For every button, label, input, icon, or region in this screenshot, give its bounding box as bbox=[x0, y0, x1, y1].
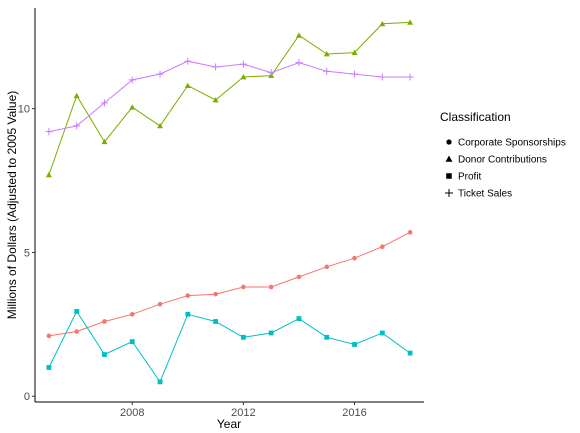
data-point bbox=[268, 330, 274, 336]
data-point bbox=[295, 59, 303, 67]
data-point bbox=[240, 74, 247, 80]
data-point bbox=[102, 319, 107, 324]
data-point bbox=[352, 255, 357, 261]
legend-key bbox=[446, 139, 452, 145]
y-ticks: 0 5 10 bbox=[18, 104, 35, 403]
data-point bbox=[185, 311, 191, 317]
data-point bbox=[407, 230, 413, 235]
data-point bbox=[240, 334, 246, 340]
legend-label: Profit bbox=[458, 172, 482, 183]
data-point bbox=[324, 264, 330, 270]
data-point bbox=[184, 82, 191, 89]
data-point bbox=[296, 316, 302, 321]
data-point bbox=[212, 63, 220, 71]
data-point bbox=[324, 334, 330, 340]
data-point bbox=[351, 49, 358, 55]
data-point bbox=[73, 92, 80, 99]
legend-key bbox=[444, 188, 454, 198]
legend-title: Classification bbox=[440, 110, 511, 124]
data-point bbox=[352, 342, 357, 347]
legend-label: Corporate Sponsorships bbox=[458, 138, 566, 149]
data-point bbox=[379, 330, 385, 336]
y-tick-label: 0 bbox=[24, 391, 30, 403]
data-point bbox=[157, 379, 163, 385]
x-tick-label: 2008 bbox=[120, 407, 144, 419]
legend-item: Donor Contributions bbox=[445, 155, 547, 166]
legend-item: Corporate Sponsorships bbox=[446, 138, 566, 149]
data-point bbox=[406, 73, 414, 81]
data-point bbox=[156, 70, 164, 78]
data-point bbox=[157, 122, 164, 129]
axes bbox=[34, 8, 424, 403]
x-tick-label: 2016 bbox=[342, 407, 366, 419]
legend-item: Profit bbox=[446, 172, 482, 183]
series-ticket-sales bbox=[45, 57, 414, 136]
legend-key bbox=[445, 155, 453, 162]
data-point bbox=[379, 20, 386, 27]
data-point bbox=[100, 99, 108, 107]
legend: Classification Corporate Sponsorships Don… bbox=[440, 110, 566, 200]
data-point bbox=[129, 311, 135, 317]
data-point bbox=[128, 76, 136, 84]
series-profit bbox=[46, 309, 413, 385]
series-donor-contributions bbox=[45, 19, 414, 178]
data-point bbox=[268, 284, 274, 290]
data-point bbox=[184, 57, 192, 65]
series-line bbox=[48, 231, 411, 337]
data-point bbox=[212, 97, 219, 103]
x-axis-title: Year bbox=[217, 417, 241, 431]
legend-item: Ticket Sales bbox=[444, 188, 512, 200]
data-point bbox=[185, 293, 191, 298]
data-point bbox=[213, 319, 219, 324]
plot-area bbox=[45, 19, 414, 385]
data-point bbox=[73, 122, 81, 130]
x-tick-label: 2012 bbox=[231, 407, 255, 419]
data-point bbox=[45, 171, 52, 178]
data-point bbox=[241, 284, 246, 290]
data-point bbox=[296, 274, 302, 280]
series-line bbox=[48, 310, 411, 383]
data-point bbox=[129, 104, 136, 110]
data-point bbox=[267, 69, 275, 77]
data-point bbox=[101, 138, 108, 145]
data-point bbox=[102, 352, 107, 357]
y-tick-label: 10 bbox=[18, 104, 30, 116]
data-point bbox=[157, 301, 163, 307]
y-axis-title: Millions of Dollars (Adjusted to 2005 Va… bbox=[5, 91, 19, 320]
data-point bbox=[74, 329, 79, 334]
legend-label: Donor Contributions bbox=[458, 155, 547, 166]
series-line bbox=[48, 21, 411, 175]
data-point bbox=[323, 67, 331, 75]
series-corporate-sponsorships bbox=[46, 230, 413, 339]
data-point bbox=[380, 244, 385, 250]
legend-label: Ticket Sales bbox=[458, 189, 512, 200]
data-point bbox=[378, 73, 386, 81]
y-tick-label: 5 bbox=[24, 247, 30, 259]
series-line bbox=[48, 60, 411, 133]
data-point bbox=[74, 309, 80, 314]
data-point bbox=[239, 60, 247, 68]
data-point bbox=[323, 51, 330, 57]
legend-key bbox=[446, 173, 452, 179]
data-point bbox=[351, 70, 359, 78]
data-point bbox=[46, 365, 52, 370]
data-point bbox=[46, 333, 52, 339]
data-point bbox=[129, 339, 135, 345]
x-ticks: 2008 2012 2016 bbox=[120, 402, 367, 419]
data-point bbox=[295, 32, 302, 38]
data-point bbox=[45, 128, 53, 136]
data-point bbox=[407, 350, 413, 356]
data-point bbox=[213, 291, 218, 297]
data-point bbox=[407, 19, 414, 25]
